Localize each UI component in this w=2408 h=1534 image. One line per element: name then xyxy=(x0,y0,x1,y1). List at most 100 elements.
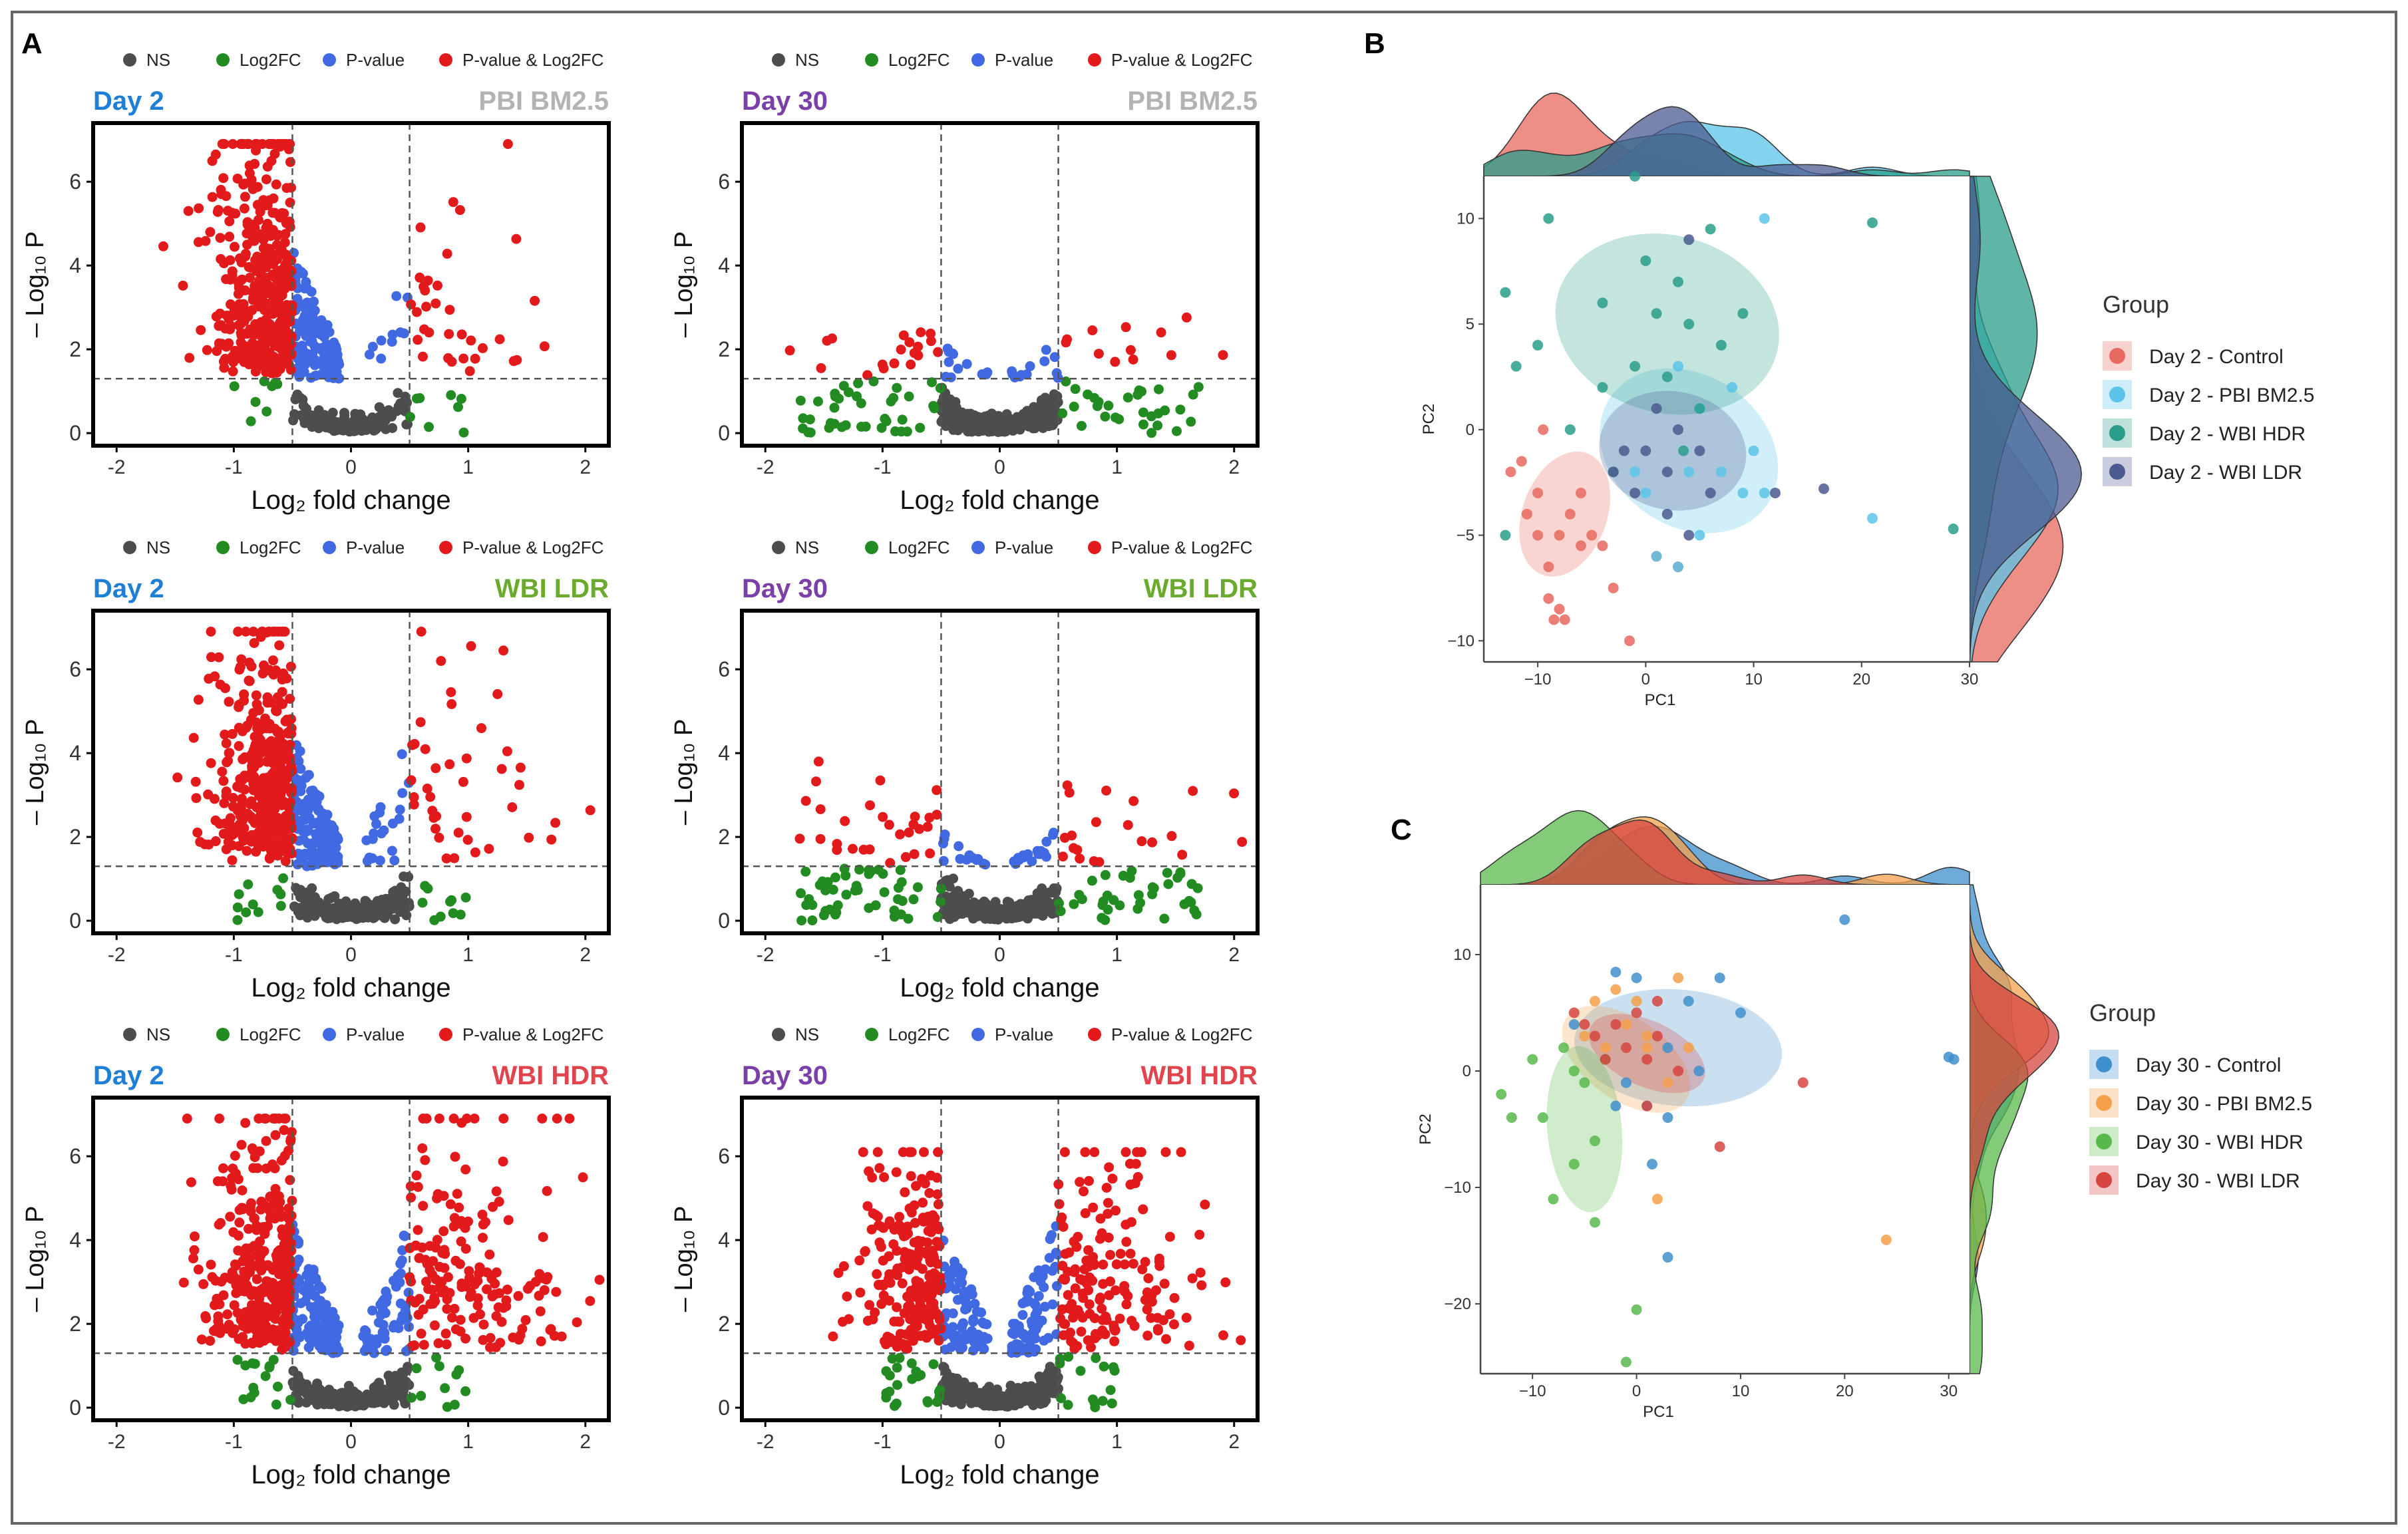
data-point xyxy=(178,1277,189,1288)
data-point xyxy=(1097,913,1107,923)
legend-marker xyxy=(2109,425,2125,441)
data-point xyxy=(1186,416,1196,427)
data-point xyxy=(240,192,250,202)
data-point xyxy=(478,1319,489,1330)
data-point xyxy=(302,905,313,916)
data-point xyxy=(308,324,319,335)
data-point xyxy=(973,1341,983,1352)
data-point xyxy=(184,353,195,363)
data-point xyxy=(1040,1264,1051,1275)
data-point xyxy=(904,337,915,347)
data-point xyxy=(229,381,240,392)
data-point xyxy=(223,206,233,216)
data-point xyxy=(940,830,950,840)
data-point xyxy=(1039,895,1050,906)
x-axis-title: Log₂ fold change xyxy=(900,1460,1099,1489)
data-point xyxy=(1867,217,1878,228)
data-point xyxy=(1651,1193,1663,1205)
data-point xyxy=(1130,1159,1141,1169)
data-point xyxy=(460,892,471,903)
data-point xyxy=(1055,1358,1065,1369)
data-point xyxy=(815,804,826,814)
legend-label-ns: NS xyxy=(146,537,170,557)
data-point xyxy=(1025,361,1035,371)
data-point xyxy=(400,1398,411,1409)
data-point xyxy=(917,1264,928,1275)
x-tick-label: 2 xyxy=(1228,456,1240,478)
data-point xyxy=(343,1380,354,1391)
data-point xyxy=(1683,319,1695,330)
data-point xyxy=(234,1217,245,1228)
data-point xyxy=(158,241,168,251)
data-point xyxy=(444,759,455,770)
data-point xyxy=(469,1114,480,1124)
data-point xyxy=(461,753,472,764)
legend-marker-pvalue xyxy=(971,53,985,67)
data-point xyxy=(252,1274,262,1285)
data-point xyxy=(1146,428,1157,438)
data-point xyxy=(309,305,320,316)
x-tick-label: 10 xyxy=(1732,1382,1750,1400)
data-point xyxy=(855,1287,866,1298)
data-point xyxy=(881,1339,891,1350)
panel-letter-c: C xyxy=(1391,814,1412,846)
data-point xyxy=(941,909,951,920)
data-point xyxy=(191,793,202,804)
data-point xyxy=(897,1222,908,1233)
data-point xyxy=(228,1163,238,1174)
data-point xyxy=(232,781,243,792)
data-point xyxy=(301,277,311,287)
panel-treatment-title: WBI HDR xyxy=(492,1061,609,1090)
data-point xyxy=(244,1223,254,1234)
x-tick-label: -2 xyxy=(757,456,774,478)
data-point xyxy=(1041,836,1052,847)
data-point xyxy=(1661,508,1673,520)
data-point xyxy=(832,839,842,849)
data-point xyxy=(932,785,942,796)
data-point xyxy=(182,1114,192,1124)
data-point xyxy=(429,1320,440,1330)
data-point xyxy=(218,1163,228,1173)
data-point xyxy=(243,879,254,889)
data-point xyxy=(1184,895,1194,906)
data-point xyxy=(1039,847,1049,858)
data-point xyxy=(1128,1259,1138,1269)
legend-label: Day 2 - WBI HDR xyxy=(2149,423,2306,445)
x-tick-label: -1 xyxy=(874,944,892,966)
data-point xyxy=(1100,869,1111,880)
data-point xyxy=(283,329,294,339)
data-point xyxy=(387,337,397,347)
legend-marker-ns xyxy=(123,1028,136,1041)
panel-treatment-title: PBI BM2.5 xyxy=(1127,86,1258,116)
x-tick-label: -2 xyxy=(757,1431,774,1453)
data-point xyxy=(277,796,288,806)
data-point xyxy=(1759,213,1770,224)
data-point xyxy=(226,299,236,309)
data-point xyxy=(1110,1325,1120,1336)
data-point xyxy=(1631,996,1642,1006)
data-point xyxy=(1624,635,1635,647)
data-point xyxy=(261,1136,271,1146)
data-point xyxy=(971,1306,982,1317)
data-point xyxy=(460,1333,471,1344)
y-tick-label: 6 xyxy=(718,170,730,194)
data-point xyxy=(1579,1077,1590,1088)
data-point xyxy=(391,291,402,301)
data-point xyxy=(925,848,936,859)
data-point xyxy=(838,381,849,391)
data-point xyxy=(897,895,908,906)
data-point xyxy=(852,391,862,402)
data-point xyxy=(261,1163,271,1174)
data-point xyxy=(350,898,361,909)
data-point xyxy=(1532,530,1544,541)
data-point xyxy=(520,1314,531,1325)
data-point xyxy=(1021,369,1032,380)
data-point xyxy=(564,1114,575,1124)
x-tick-label: 1 xyxy=(462,944,474,966)
data-point xyxy=(420,285,430,296)
data-point xyxy=(283,303,293,313)
data-point xyxy=(339,408,349,418)
data-point xyxy=(194,203,204,214)
data-point xyxy=(901,1329,912,1340)
